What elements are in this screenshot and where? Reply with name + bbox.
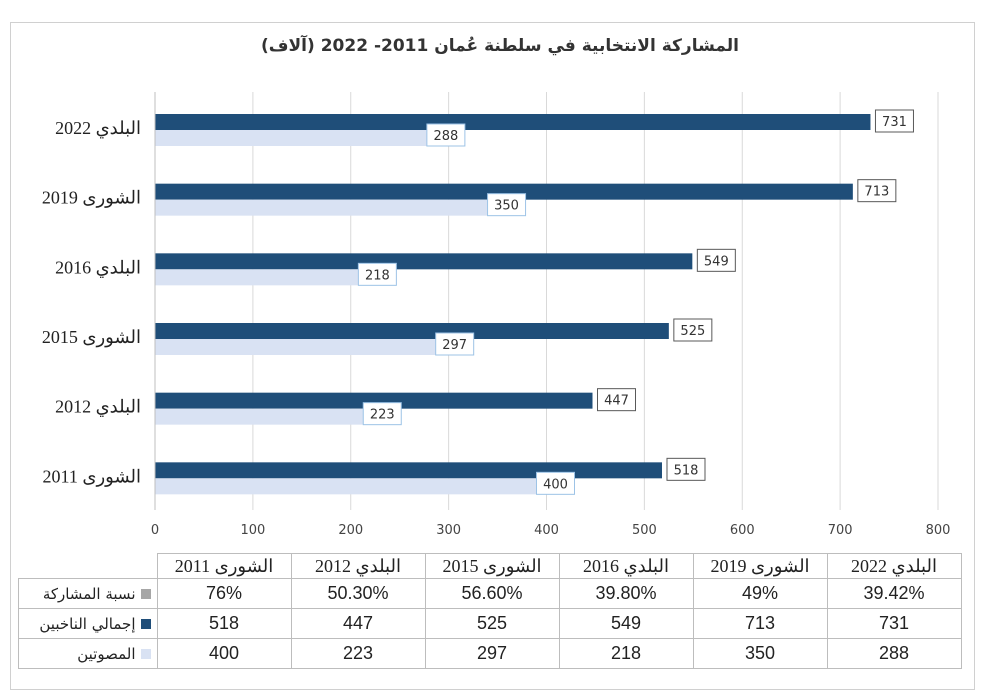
data-label-voters: 400 (543, 477, 568, 492)
data-label-box (666, 457, 706, 481)
data-label-total-voters: 447 (604, 394, 629, 409)
data-label-total-voters: 518 (674, 463, 699, 478)
table-cell: 297 (424, 638, 560, 669)
bar-total-voters (155, 392, 593, 409)
data-table: الشورى 2011 البلدي 2012 الشورى 2015 البلدي … (18, 553, 962, 669)
data-label-total-voters: 525 (680, 324, 705, 339)
x-tick-label: 300 (436, 523, 461, 538)
data-label-voters: 288 (433, 129, 458, 144)
data-label-box (597, 388, 637, 412)
category-label: البلدي 2012 (55, 397, 141, 417)
category-label: الشورى 2015 (42, 327, 141, 348)
legend-label: إجمالي الناخبين (39, 614, 136, 633)
table-cell: 39.80% (558, 578, 694, 609)
table-header-cell: الشورى 2015 (424, 553, 560, 579)
x-tick-label: 800 (926, 523, 951, 538)
legend-swatch (140, 649, 151, 659)
table-cell: 731 (826, 608, 962, 639)
data-label-box (426, 123, 466, 147)
table-cell: 713 (692, 608, 828, 639)
legend-swatch (140, 589, 151, 599)
bar-total-voters (155, 114, 871, 130)
bar-total-voters (155, 323, 669, 339)
data-label-box (874, 109, 914, 133)
x-tick-label: 400 (534, 523, 559, 538)
data-label-box (673, 318, 713, 342)
legend-label: نسبة المشاركة (42, 584, 136, 603)
x-tick-label: 200 (338, 523, 363, 538)
x-tick-label: 700 (828, 523, 853, 538)
data-label-total-voters: 549 (704, 254, 729, 269)
table-row-label: المصوتين (18, 638, 158, 669)
bar-total-voters (155, 183, 853, 200)
bar-total-voters (155, 462, 662, 479)
table-cell: 549 (558, 608, 694, 639)
table-cell: 76% (156, 578, 292, 609)
data-label-box (357, 262, 397, 286)
table-row: المصوتين 400 223 297 218 350 288 (18, 638, 962, 669)
data-label-box (362, 402, 402, 426)
data-label-voters: 218 (365, 268, 390, 283)
bar-voters (155, 339, 446, 355)
category-label: البلدي 2022 (55, 118, 141, 138)
category-label: الشورى 2011 (43, 466, 141, 487)
data-label-box (435, 332, 475, 356)
table-row: نسبة المشاركة 76% 50.30% 56.60% 39.80% 49% 39.… (18, 578, 962, 609)
table-cell: 50.30% (290, 578, 426, 609)
table-cell: 447 (290, 608, 426, 639)
category-label: البلدي 2016 (55, 257, 141, 277)
table-cell: 56.60% (424, 578, 560, 609)
data-label-box (536, 471, 575, 495)
legend-swatch (140, 619, 151, 629)
bar-total-voters (155, 253, 693, 270)
x-tick-label: 500 (632, 523, 657, 538)
table-cell: 39.42% (826, 578, 962, 609)
data-label-box (857, 179, 897, 203)
table-corner (19, 554, 158, 579)
table-header-cell: البلدي 2012 (290, 553, 426, 579)
data-label-box (696, 248, 736, 272)
table-cell: 218 (558, 638, 694, 669)
bar-voters (155, 408, 374, 425)
table-header-cell: البلدي 2022 (826, 553, 962, 579)
chart-title: المشاركة الانتخابية في سلطنة عُمان 2011-… (261, 36, 739, 56)
table-cell: 518 (156, 608, 292, 639)
bar-voters (155, 130, 437, 146)
table-cell: 525 (424, 608, 560, 639)
category-label: الشورى 2019 (42, 188, 141, 209)
data-label-voters: 223 (370, 408, 395, 423)
table-header-cell: البلدي 2016 (558, 553, 694, 579)
table-cell: 350 (692, 638, 828, 669)
data-label-voters: 297 (442, 338, 467, 353)
legend-label: المصوتين (77, 644, 136, 663)
table-cell: 49% (692, 578, 828, 609)
x-tick-label: 0 (151, 523, 159, 538)
table-header-cell: الشورى 2019 (692, 553, 828, 579)
x-tick-label: 100 (240, 523, 265, 538)
table-row: إجمالي الناخبين 518 447 525 549 713 731 (18, 608, 962, 639)
table-cell: 288 (826, 638, 962, 669)
x-tick-label: 600 (730, 523, 755, 538)
table-row-label: إجمالي الناخبين (18, 608, 158, 639)
bar-voters (155, 199, 498, 216)
table-row-label: نسبة المشاركة (18, 578, 158, 609)
data-label-total-voters: 713 (864, 185, 889, 200)
bar-voters (155, 269, 369, 286)
data-label-voters: 350 (494, 199, 519, 214)
table-header-cell: الشورى 2011 (156, 553, 292, 579)
bar-voters (155, 478, 547, 495)
table-cell: 223 (290, 638, 426, 669)
data-label-total-voters: 731 (882, 115, 907, 130)
data-label-box (487, 193, 527, 217)
table-cell: 400 (156, 638, 292, 669)
